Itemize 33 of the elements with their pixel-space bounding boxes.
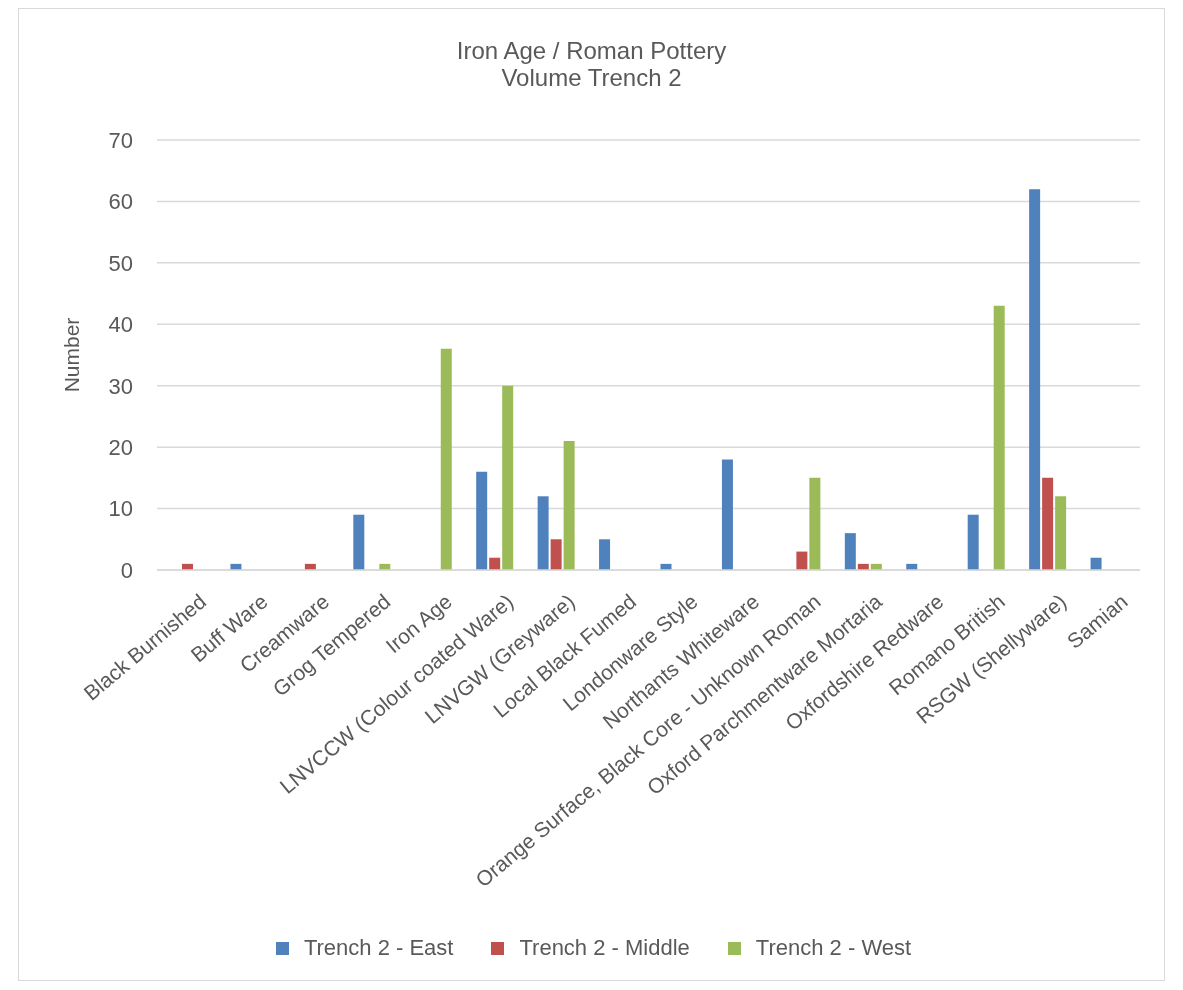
legend-label: Trench 2 - East <box>303 935 454 961</box>
y-tick-label: 30 <box>108 373 133 399</box>
bar <box>967 514 979 570</box>
bar <box>440 348 452 570</box>
bar <box>844 533 856 570</box>
y-tick-label: 40 <box>108 312 133 338</box>
bar <box>1055 496 1067 570</box>
bar <box>796 551 808 570</box>
bar <box>353 514 365 570</box>
chart-subtitle: Volume Trench 2 <box>500 64 683 91</box>
bar <box>1042 477 1054 570</box>
bar <box>563 441 575 570</box>
legend-label: Trench 2 - West <box>755 935 912 961</box>
bar <box>550 539 562 570</box>
chart-title: Iron Age / Roman Pottery <box>455 37 728 64</box>
bar <box>721 459 733 570</box>
bar <box>502 385 514 570</box>
y-tick-label: 70 <box>108 127 133 153</box>
y-tick-label: 60 <box>108 189 133 215</box>
legend-label: Trench 2 - Middle <box>519 935 690 961</box>
y-tick-label: 0 <box>120 557 133 583</box>
y-axis-title: Number <box>60 317 83 393</box>
y-tick-label: 10 <box>108 496 133 522</box>
bar <box>537 496 549 570</box>
bar <box>1090 557 1102 570</box>
bar <box>1029 189 1041 570</box>
bar <box>599 539 611 570</box>
bar <box>809 477 821 570</box>
y-tick-label: 50 <box>108 250 133 276</box>
bar <box>993 305 1005 570</box>
bar <box>476 471 488 570</box>
y-tick-label: 20 <box>108 434 133 460</box>
bar <box>489 557 501 570</box>
